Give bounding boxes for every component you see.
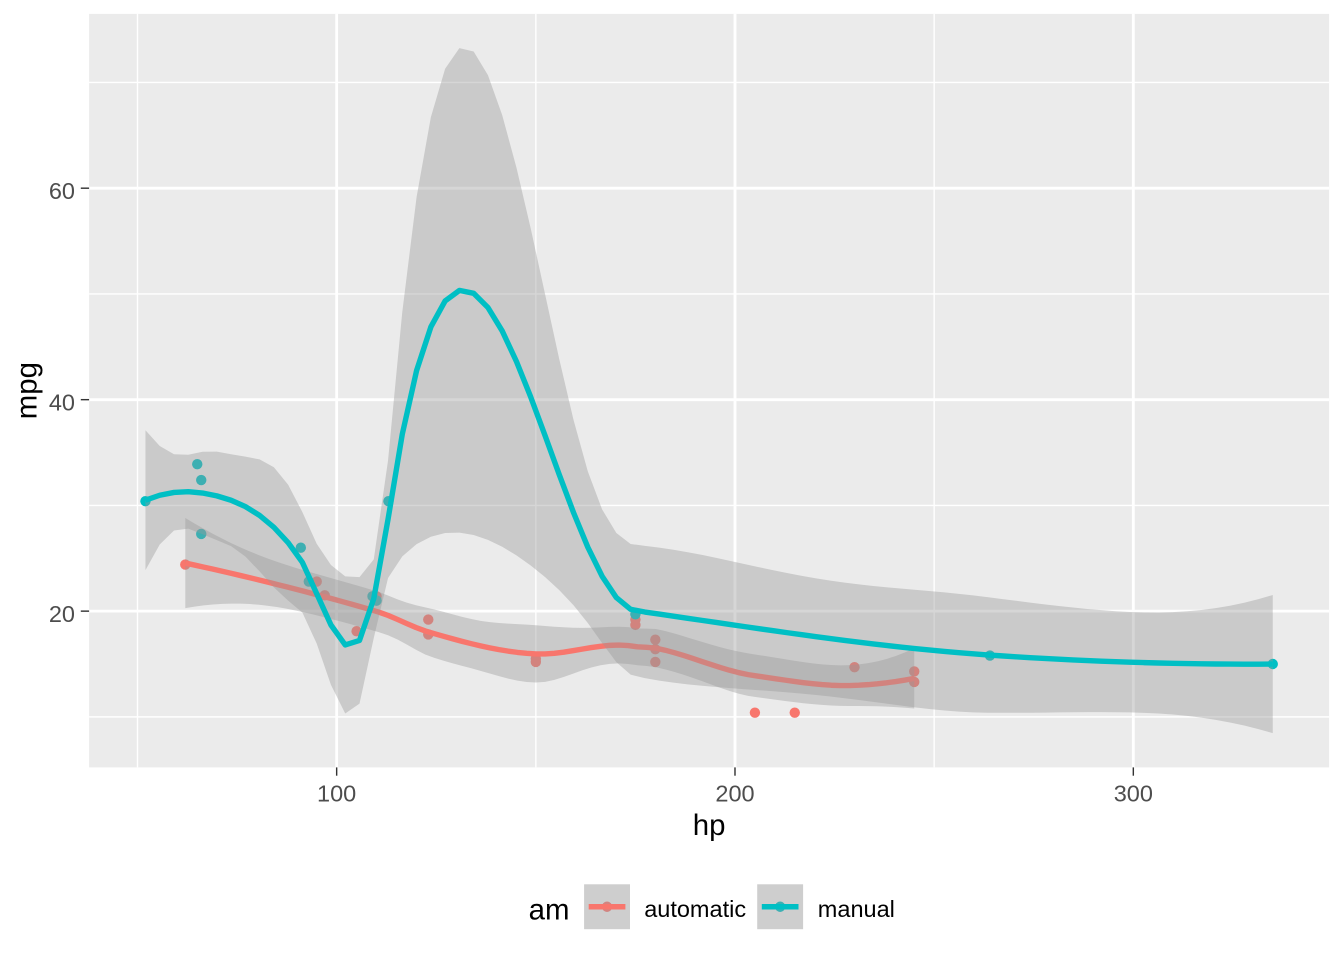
svg-text:mpg: mpg — [10, 362, 43, 419]
svg-text:am: am — [529, 893, 570, 926]
svg-text:300: 300 — [1114, 781, 1153, 807]
svg-text:200: 200 — [715, 781, 754, 807]
svg-text:20: 20 — [49, 601, 75, 627]
svg-text:100: 100 — [317, 781, 356, 807]
svg-text:automatic: automatic — [644, 896, 746, 922]
svg-text:60: 60 — [49, 178, 75, 204]
svg-text:40: 40 — [49, 390, 75, 416]
svg-text:manual: manual — [818, 896, 895, 922]
svg-text:hp: hp — [693, 809, 726, 842]
